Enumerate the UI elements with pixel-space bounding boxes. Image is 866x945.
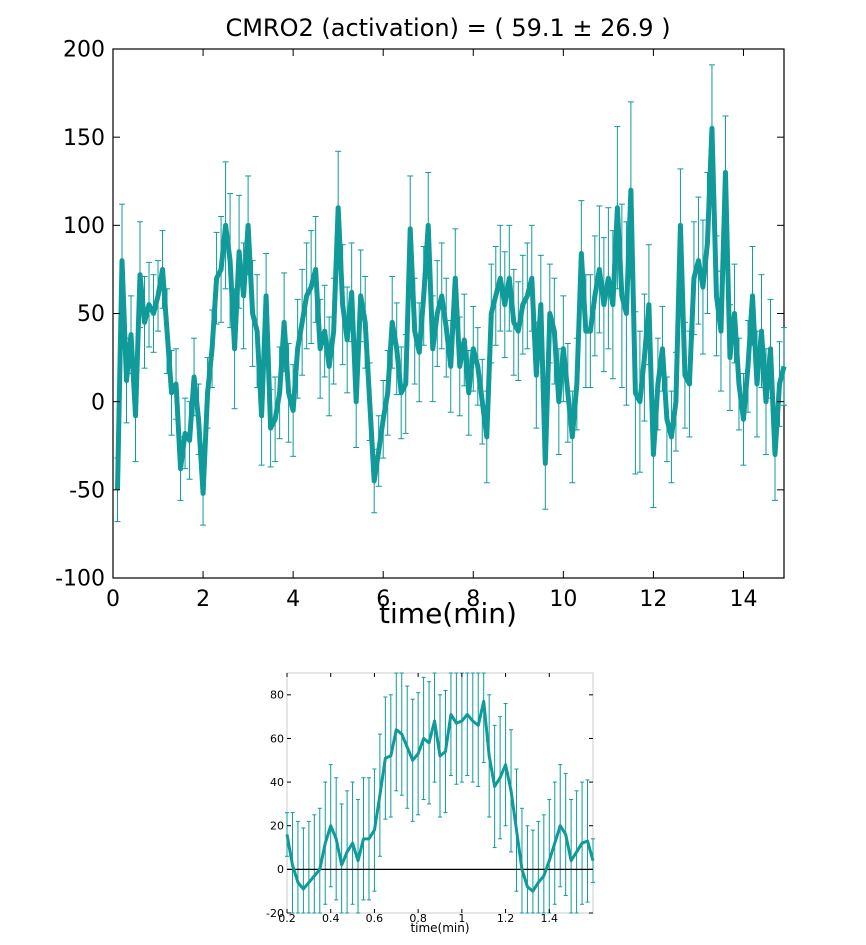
y-tick-label: 50 [77, 302, 105, 327]
y-tick-label: 150 [63, 126, 105, 151]
y-tick-label: 0 [277, 863, 284, 876]
main-chart: CMRO2 (activation) = ( 59.1 ± 26.9 ) 0 2 4… [55, 14, 787, 630]
y-tick-label: -20 [266, 907, 284, 920]
y-tick-label: 40 [270, 776, 284, 789]
x-tick-label: 1.4 [541, 912, 559, 925]
x-tick-label: 2 [196, 587, 210, 612]
x-tick-label: 0 [106, 587, 120, 612]
x-tick-label: 10 [549, 587, 577, 612]
x-tick-label: 14 [729, 587, 757, 612]
y-tick-label: 60 [270, 732, 284, 745]
x-tick-label: 4 [286, 587, 300, 612]
y-tick-label: -100 [55, 567, 105, 592]
x-tick-label: 1.2 [497, 912, 515, 925]
y-tick-label: 200 [63, 38, 105, 63]
y-tick-label: 100 [63, 214, 105, 239]
inset-x-axis-label: time(min) [410, 921, 469, 935]
y-tick-label: -50 [69, 479, 105, 504]
chart-title: CMRO2 (activation) = ( 59.1 ± 26.9 ) [225, 14, 670, 42]
x-axis-label: time(min) [379, 597, 517, 630]
y-tick-label: 0 [91, 390, 105, 415]
x-tick-label: 12 [639, 587, 667, 612]
y-tick-label: 20 [270, 820, 284, 833]
x-tick-label: 0.4 [322, 912, 340, 925]
x-tick-label: 0.6 [366, 912, 384, 925]
y-tick-label: 80 [270, 689, 284, 702]
